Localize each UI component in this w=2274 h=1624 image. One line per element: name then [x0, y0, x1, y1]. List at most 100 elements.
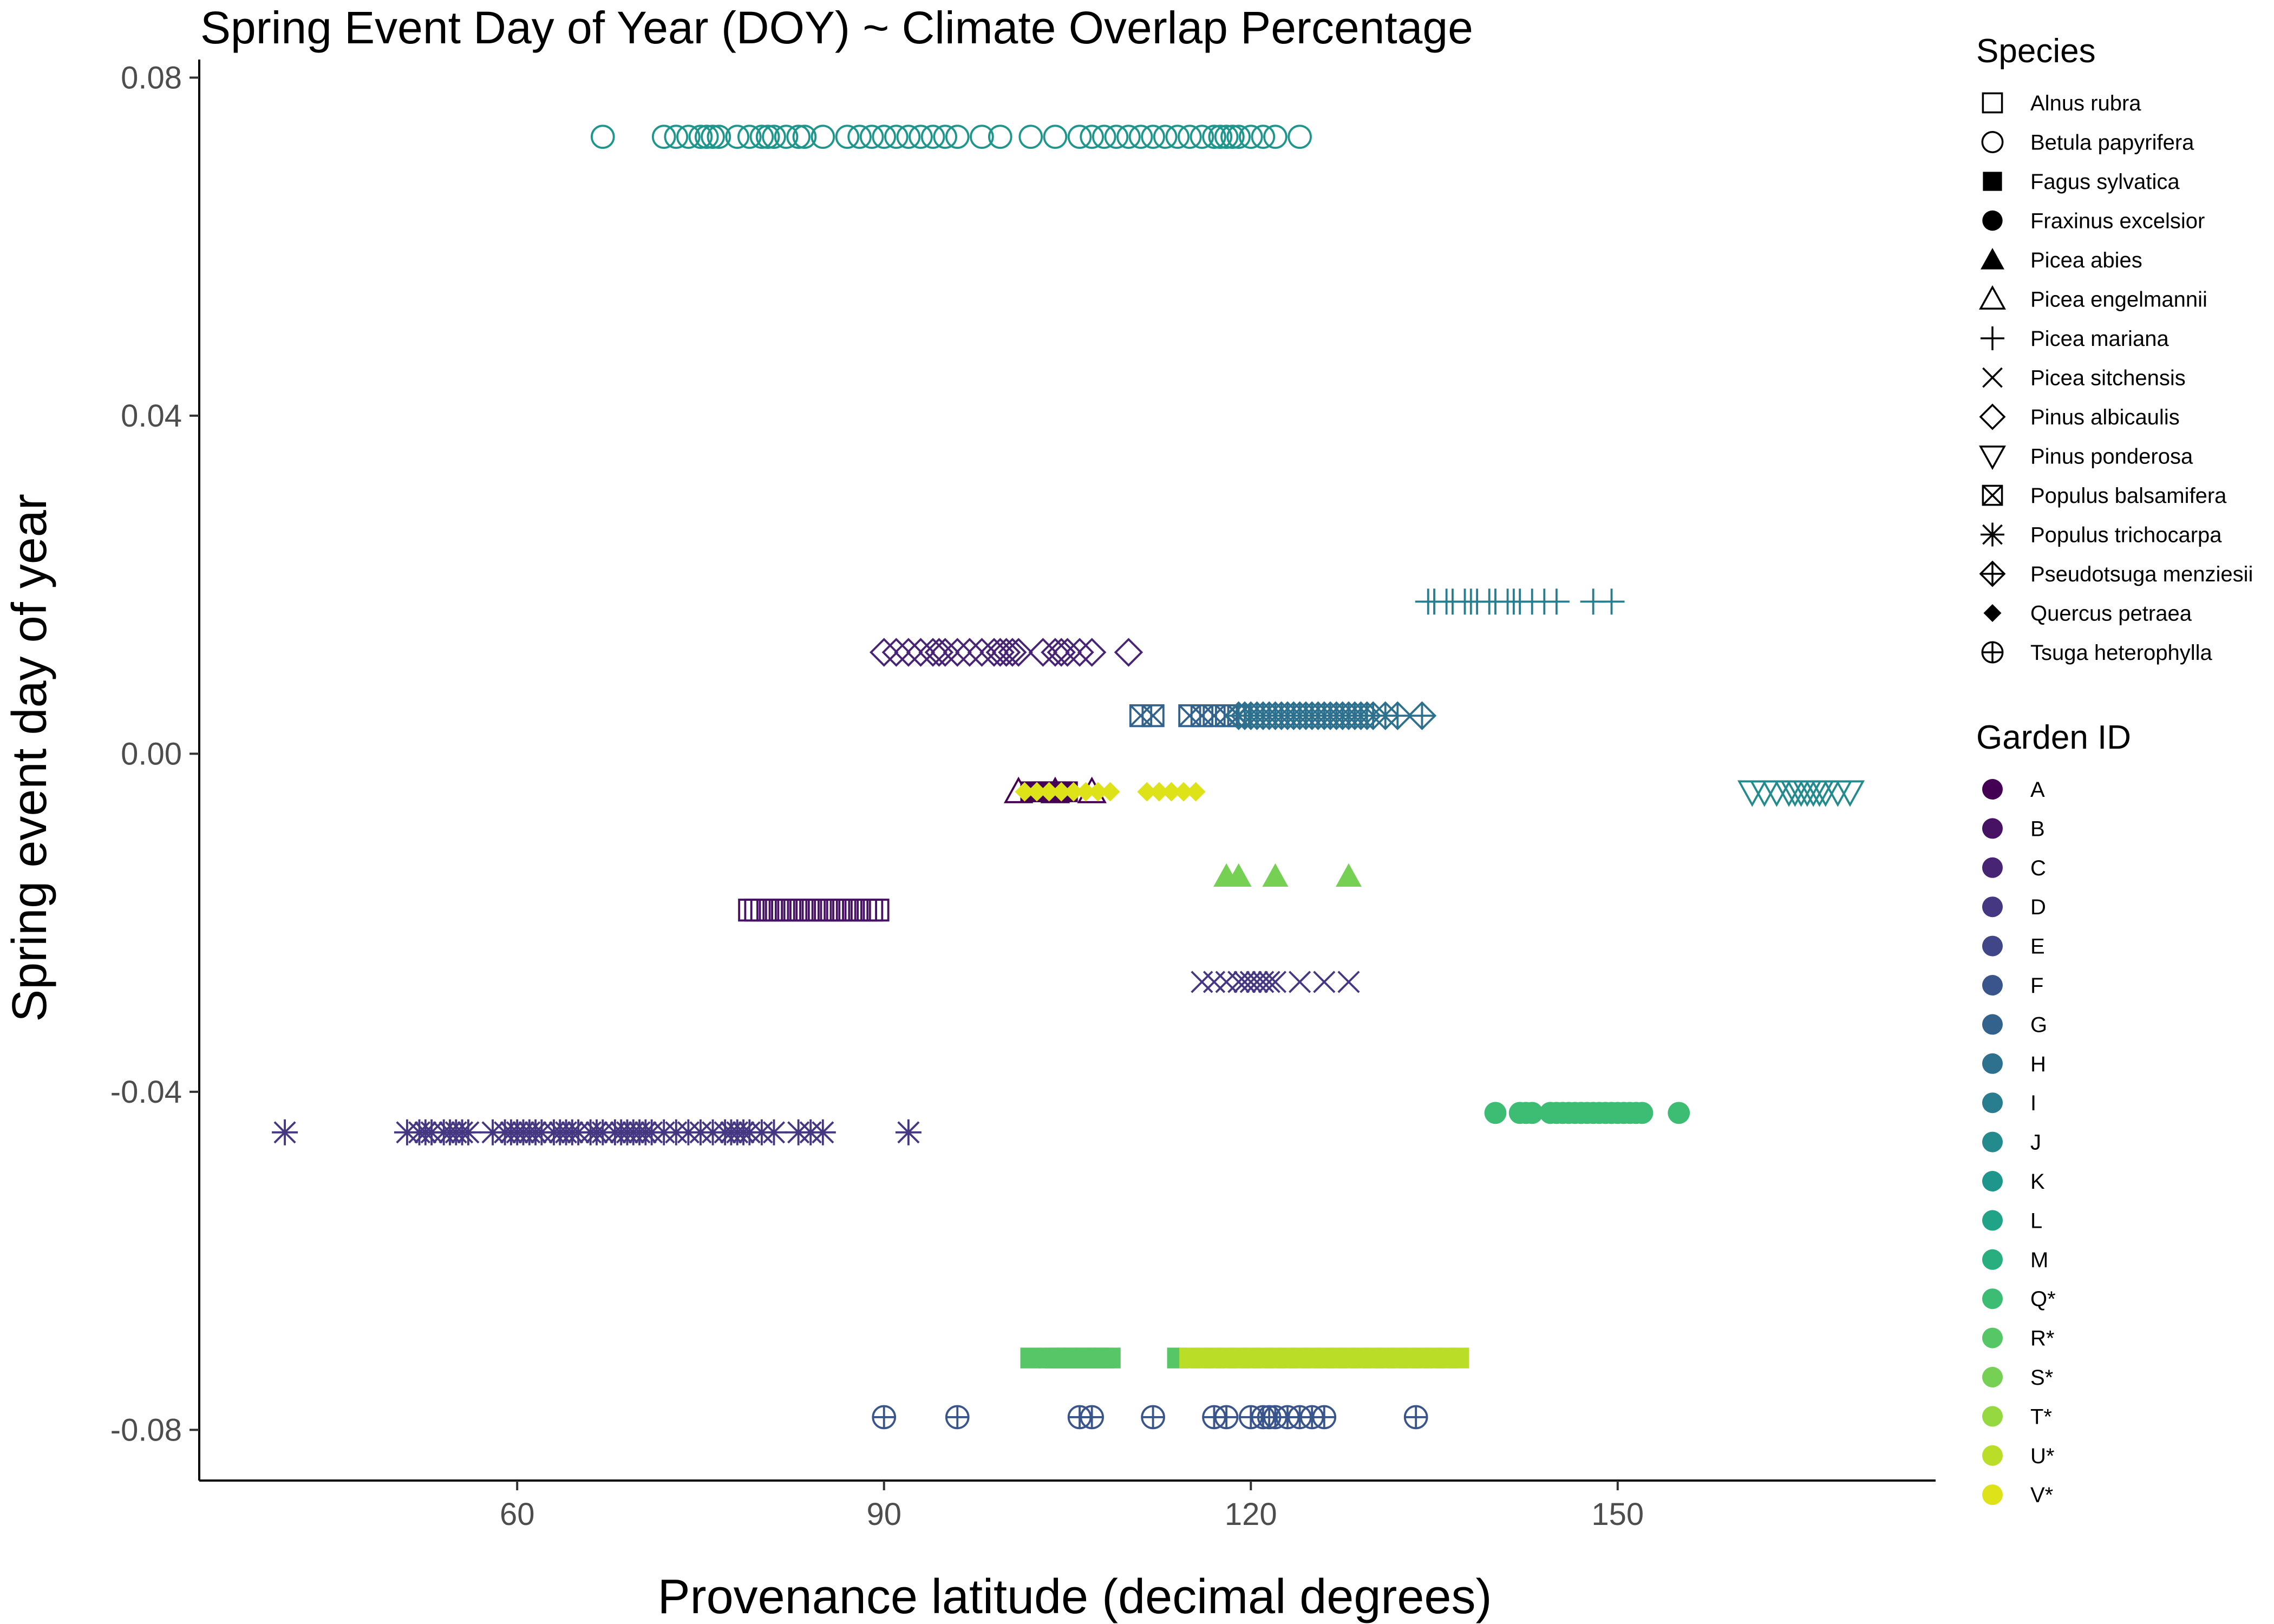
legend-label: T* — [2030, 1405, 2052, 1429]
data-point — [933, 125, 957, 149]
series-pinus-ponderosa — [1737, 780, 1865, 807]
data-point — [749, 125, 774, 149]
data-point — [1521, 1102, 1544, 1124]
data-point — [1015, 782, 1035, 802]
data-point — [1128, 125, 1153, 149]
legend-label: R* — [2030, 1327, 2054, 1351]
data-point — [1080, 125, 1104, 149]
data-point — [945, 125, 970, 149]
data-point — [1403, 1405, 1428, 1430]
data-point — [1233, 971, 1256, 993]
legend-entry: Picea sitchensis — [1982, 366, 2186, 390]
legend-swatch — [1982, 896, 2003, 918]
data-point — [920, 125, 945, 149]
chart-title: Spring Event Day of Year (DOY) ~ Climate… — [200, 2, 1473, 53]
data-point — [1337, 971, 1360, 993]
data-point — [1668, 1102, 1690, 1124]
plot-area — [272, 125, 1865, 1430]
data-point — [1448, 1347, 1469, 1368]
legend-key — [1981, 248, 2004, 270]
legend-label: S* — [2030, 1366, 2053, 1390]
legend-key — [1983, 604, 2002, 622]
y-tick-label: -0.08 — [110, 1412, 182, 1448]
data-point — [762, 125, 786, 149]
data-point — [809, 1119, 836, 1145]
data-point — [1092, 125, 1116, 149]
data-point — [1631, 1102, 1654, 1124]
data-point — [1065, 638, 1094, 667]
data-point — [1088, 782, 1108, 802]
legend-key — [1983, 172, 2002, 191]
data-point — [1258, 971, 1280, 993]
legend-swatch — [1982, 1210, 2003, 1231]
data-point — [1226, 125, 1251, 149]
legend-swatch — [1982, 1445, 2003, 1466]
legend-swatch — [1982, 779, 2003, 800]
data-point — [872, 125, 897, 149]
legend-key — [1979, 285, 2006, 310]
data-point — [1063, 782, 1083, 802]
data-point — [1080, 1405, 1104, 1430]
series-picea-mariana — [1415, 588, 1625, 615]
x-axis-title: Provenance latitude (decimal degrees) — [658, 1570, 1492, 1624]
legend-entry: Fraxinus excelsior — [1982, 209, 2205, 233]
legend-entry: U* — [1982, 1444, 2054, 1468]
legend-entry: Quercus petraea — [1983, 602, 2192, 626]
data-point — [1220, 125, 1245, 149]
y-axis-title: Spring event day of year — [3, 494, 57, 1022]
data-point — [455, 1119, 481, 1145]
legend-key — [1981, 131, 2004, 153]
data-point — [1190, 125, 1214, 149]
legend-label: L — [2030, 1209, 2042, 1233]
legend-label: U* — [2030, 1444, 2054, 1468]
data-point — [1225, 863, 1252, 887]
data-point — [1137, 782, 1157, 802]
legend-entry: S* — [1982, 1366, 2053, 1390]
data-point — [884, 125, 909, 149]
data-point — [1203, 971, 1226, 993]
legend-key — [1979, 403, 2006, 430]
legend-entry: M — [1982, 1248, 2048, 1272]
data-point — [1190, 704, 1214, 728]
legend-label: F — [2030, 974, 2043, 998]
legend-swatch — [1982, 1092, 2003, 1114]
y-tick-label: -0.04 — [110, 1075, 182, 1110]
legend-key — [1981, 326, 2004, 350]
data-point — [1129, 704, 1153, 728]
series-tsuga-heterophylla — [872, 1405, 1428, 1430]
legend-entry: Alnus rubra — [1982, 91, 2141, 115]
legend-label: Quercus petraea — [2030, 602, 2192, 626]
data-point — [664, 125, 689, 149]
data-point — [1263, 125, 1288, 149]
legend-swatch — [1982, 1367, 2003, 1387]
series-pseudotsuga-menziesii — [1224, 701, 1437, 730]
legend-label: Fagus sylvatica — [2030, 170, 2180, 194]
data-point — [737, 125, 762, 149]
data-point — [786, 125, 811, 149]
data-point — [755, 125, 780, 149]
y-tick-label: 0.08 — [121, 60, 182, 95]
data-point — [894, 638, 923, 667]
data-point — [1039, 782, 1059, 802]
legend-swatch — [1982, 1327, 2003, 1348]
data-point — [792, 125, 817, 149]
data-point — [1041, 638, 1070, 667]
legend-entry: H — [1982, 1052, 2046, 1076]
y-tick-label: 0.00 — [121, 736, 182, 771]
data-point — [651, 125, 676, 149]
legend-key — [1982, 484, 2003, 506]
legend-label: J — [2030, 1131, 2041, 1155]
data-point — [1202, 125, 1226, 149]
legend-swatch — [1982, 1406, 2003, 1427]
data-point — [1383, 701, 1412, 730]
data-point — [945, 1405, 970, 1430]
data-point — [1100, 1347, 1121, 1368]
data-point — [811, 125, 835, 149]
legend-label: A — [2030, 778, 2045, 802]
series-picea-sitchensis — [1191, 971, 1360, 993]
legend-entry: G — [1982, 1013, 2047, 1037]
legend-entry: Picea engelmannii — [1979, 285, 2207, 312]
legend-label: Picea engelmannii — [2030, 288, 2207, 312]
legend-swatch — [1982, 1131, 2003, 1152]
data-point — [272, 1119, 298, 1145]
